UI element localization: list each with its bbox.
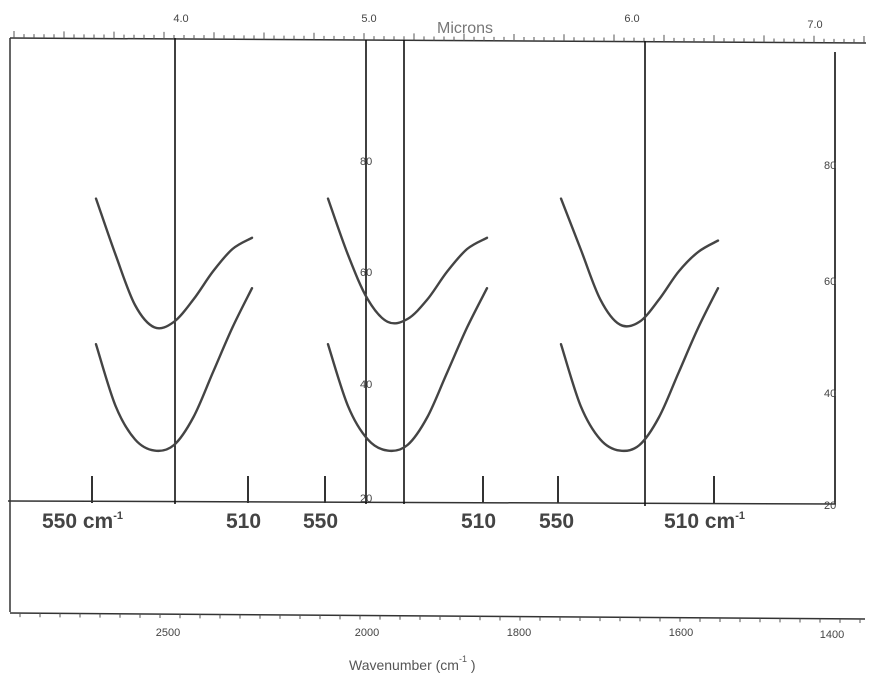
- bottom-tick-2500: 2500: [156, 627, 180, 639]
- spectrum-panel-2-upper: [326, 197, 489, 325]
- baseline-line: [7, 500, 837, 505]
- bottom-tick-2000: 2000: [355, 627, 379, 639]
- inner-tick-20: 20: [360, 493, 372, 505]
- reference-lines: [174, 38, 646, 506]
- sweep-label-510-cm: 510 cm-1: [664, 510, 745, 533]
- minor-ticks: [13, 31, 865, 623]
- top-tick-7-0: 7.0: [807, 19, 822, 31]
- x-axis-label-text: Wavenumber (cm: [349, 657, 459, 673]
- chart-frame: [7, 37, 867, 620]
- spectrum-panel-3-lower: [559, 287, 720, 453]
- spectrum-panel-1-lower: [94, 287, 254, 453]
- sweep-label-550-cm: 550 cm-1: [42, 510, 123, 533]
- top-axis-title: Microns: [437, 20, 493, 37]
- spectrum-panel-1-upper: [94, 197, 254, 330]
- bottom-tick-1400: 1400: [820, 629, 844, 641]
- inner-tick-80: 80: [360, 156, 372, 168]
- x-axis-label-sup: -1: [459, 654, 467, 664]
- spectrum-panel-2-lower: [326, 287, 489, 453]
- right-tick-40: 40: [824, 388, 836, 400]
- inner-tick-60: 60: [360, 267, 372, 279]
- right-tick-20: 20: [824, 500, 836, 512]
- sweep-label-550-cm-text: 550 cm: [42, 510, 113, 533]
- spectrum-panel-3-upper: [559, 197, 720, 328]
- bottom-tick-1600: 1600: [669, 627, 693, 639]
- sweep-label-510-cm-sup: -1: [735, 510, 745, 522]
- sweep-scale-ticks: [91, 476, 715, 503]
- x-axis-label-end: ): [467, 657, 476, 673]
- bottom-tick-1800: 1800: [507, 627, 531, 639]
- right-tick-60: 60: [824, 276, 836, 288]
- top-tick-4-0: 4.0: [173, 13, 188, 25]
- top-axis-line: [9, 37, 867, 44]
- sweep-label-510-a: 510: [226, 510, 261, 533]
- inner-tick-40: 40: [360, 379, 372, 391]
- sweep-label-550-c: 550: [539, 510, 574, 533]
- bottom-axis-line: [9, 612, 866, 620]
- sweep-label-550-cm-sup: -1: [113, 510, 123, 522]
- sweep-label-550-b: 550: [303, 510, 338, 533]
- sweep-label-510-b: 510: [461, 510, 496, 533]
- spectra: [94, 197, 720, 453]
- top-tick-6-0: 6.0: [624, 13, 639, 25]
- x-axis-label: Wavenumber (cm-1 ): [349, 654, 476, 673]
- top-tick-5-0: 5.0: [361, 13, 376, 25]
- sweep-label-510-cm-text: 510 cm: [664, 510, 735, 533]
- right-tick-80: 80: [824, 160, 836, 172]
